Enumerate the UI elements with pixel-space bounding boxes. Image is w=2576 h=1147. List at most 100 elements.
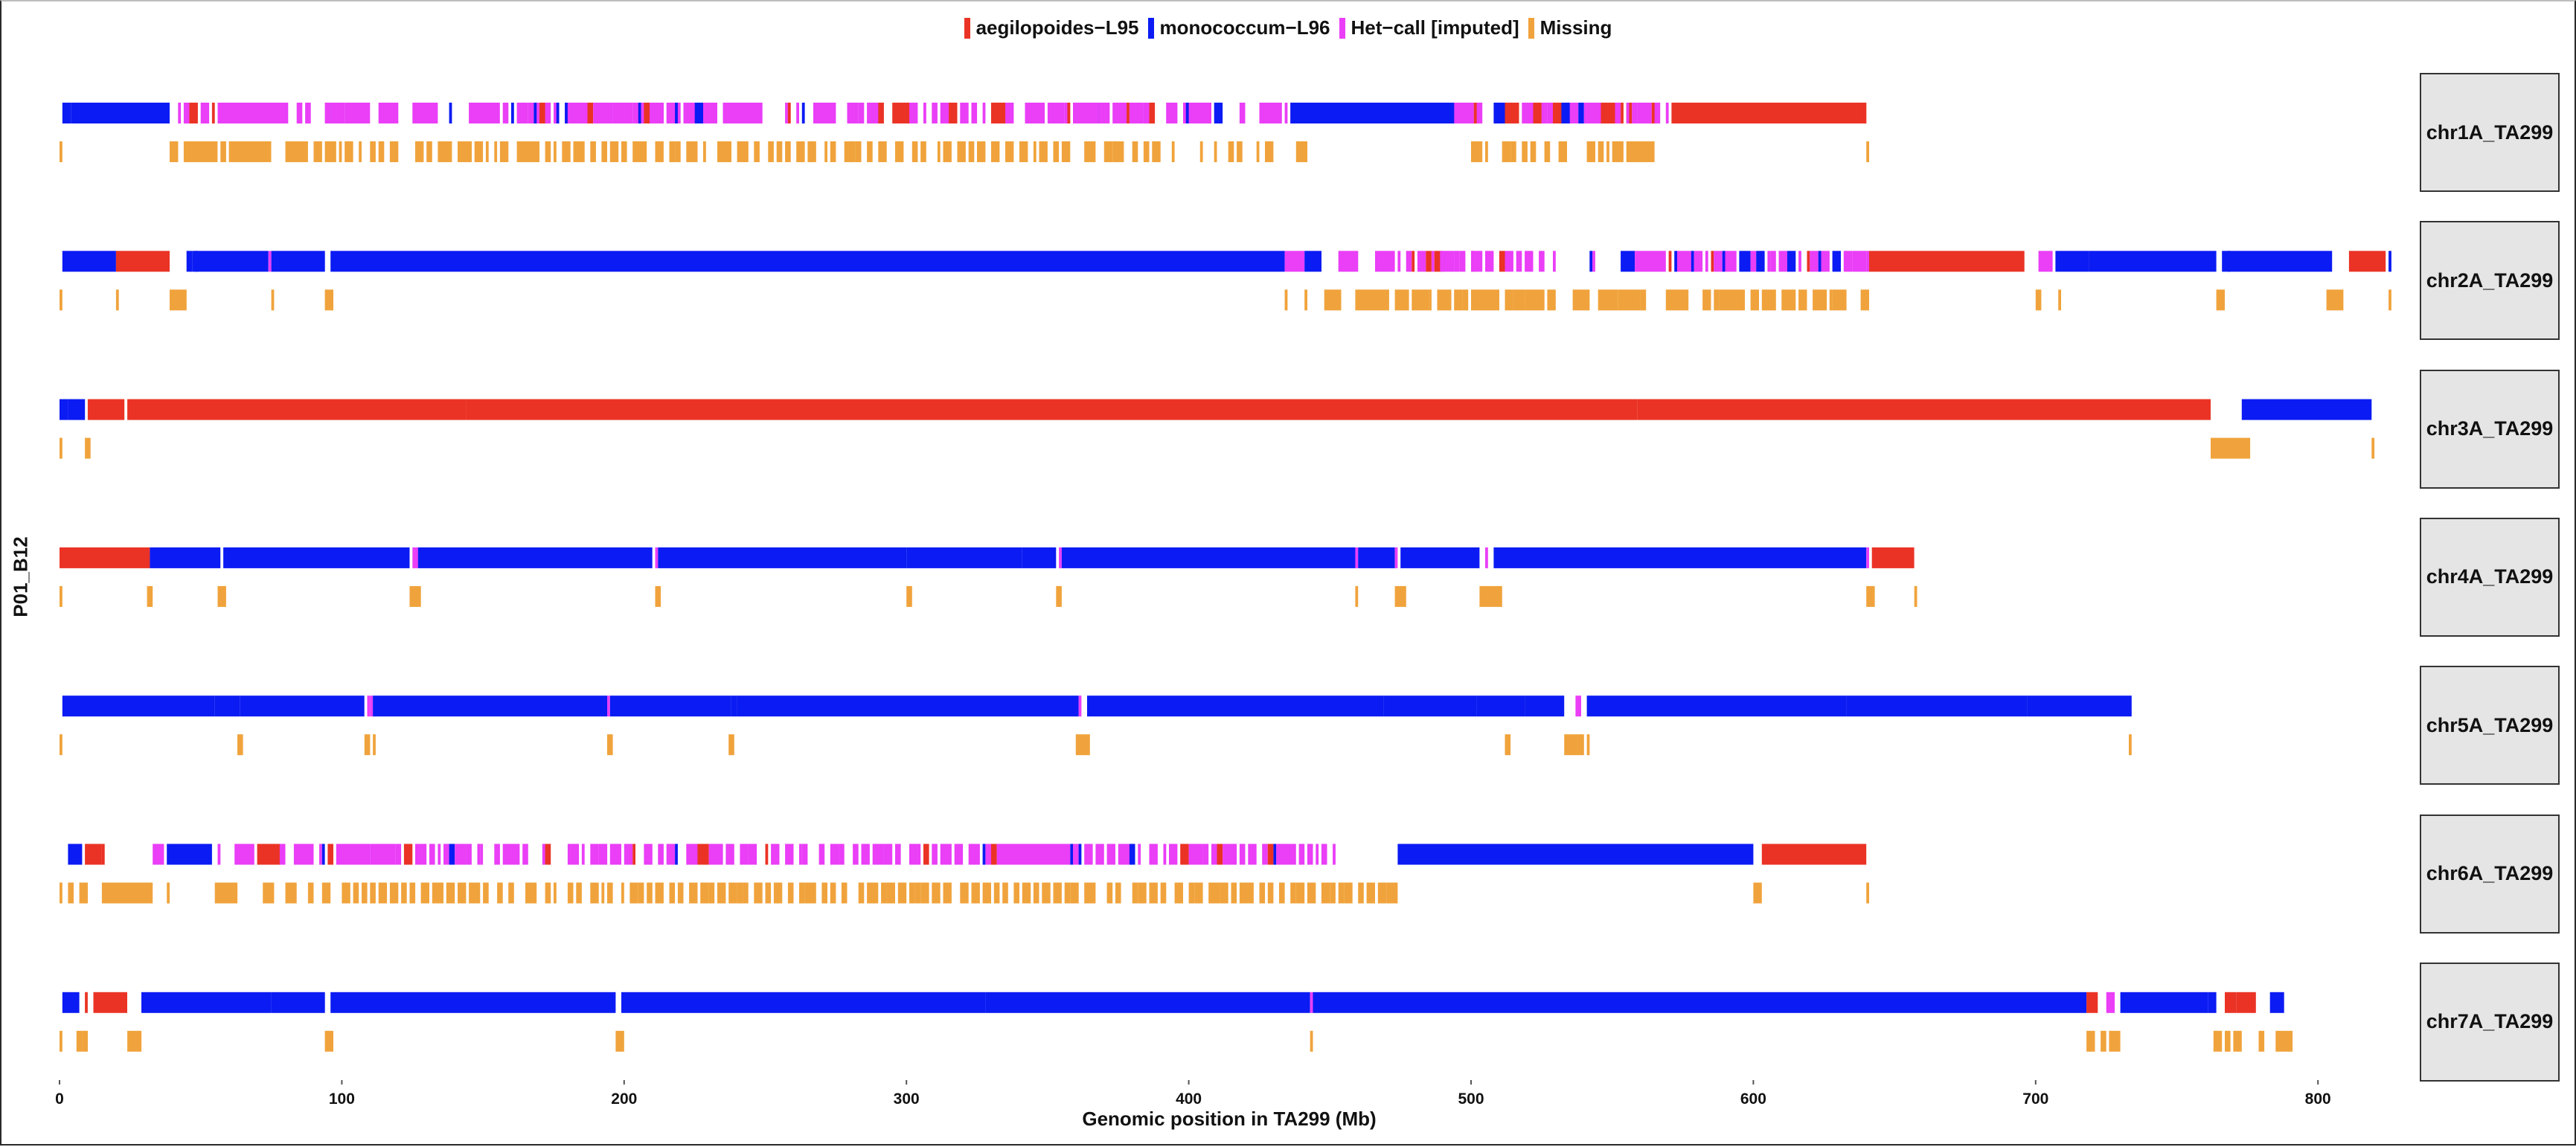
het-segment — [708, 844, 723, 865]
het-segment — [1087, 103, 1099, 123]
het-segment — [818, 844, 825, 865]
het-segment — [1019, 844, 1025, 865]
het-segment — [830, 844, 839, 865]
missing-segment — [79, 882, 88, 904]
aegilopoides-segment — [991, 844, 997, 865]
missing-segment — [237, 734, 243, 756]
het-segment — [330, 103, 345, 123]
missing-segment — [1033, 141, 1037, 162]
x-axis-label: Genomic position in TA299 (Mb) — [1082, 1108, 1377, 1130]
het-segment — [443, 844, 449, 865]
monococcum-segment — [906, 547, 1022, 568]
missing-segment — [1033, 882, 1039, 904]
aegilopoides-segment — [765, 844, 769, 865]
het-segment — [345, 103, 371, 123]
missing-segment — [799, 882, 805, 904]
missing-segment — [1544, 141, 1551, 162]
het-segment — [438, 844, 441, 865]
het-segment — [932, 103, 938, 123]
aegilopoides-segment — [2225, 992, 2237, 1013]
monococcum-segment — [62, 103, 71, 123]
aegilopoides-segment — [211, 103, 215, 123]
monococcum-segment — [1397, 844, 1754, 865]
missing-segment — [1194, 882, 1203, 904]
het-segment — [1355, 547, 1359, 568]
missing-segment — [1070, 882, 1079, 904]
het-segment — [1694, 251, 1703, 272]
monococcum-segment — [2227, 251, 2333, 272]
monococcum-segment — [556, 103, 560, 123]
het-segment — [612, 103, 633, 123]
aegilopoides-segment — [1067, 103, 1071, 123]
het-segment — [1129, 103, 1144, 123]
missing-segment — [115, 289, 119, 311]
x-tick-label: 500 — [1458, 1090, 1484, 1108]
missing-segment — [743, 882, 749, 904]
missing-segment — [1612, 141, 1624, 162]
monococcum-segment — [1022, 547, 1057, 568]
aegilopoides-segment — [1412, 251, 1415, 272]
missing-segment — [313, 141, 322, 162]
aegilopoides-segment — [878, 103, 884, 123]
monococcum-segment — [2208, 992, 2217, 1013]
het-segment — [1310, 992, 1313, 1013]
monococcum-segment — [186, 251, 193, 272]
missing-segment — [525, 882, 537, 904]
missing-segment — [378, 141, 385, 162]
missing-segment — [1719, 289, 1740, 311]
het-segment — [1073, 844, 1079, 865]
het-segment — [1516, 251, 1522, 272]
missing-segment — [370, 882, 376, 904]
missing-segment — [1053, 141, 1060, 162]
missing-segment — [932, 882, 941, 904]
missing-segment — [2211, 437, 2251, 459]
het-segment — [1143, 103, 1150, 123]
het-segment — [785, 103, 788, 123]
missing-segment — [1143, 141, 1150, 162]
het-segment — [319, 844, 322, 865]
missing-segment — [458, 882, 467, 904]
het-segment — [1406, 251, 1412, 272]
missing-segment — [867, 141, 873, 162]
het-segment — [867, 103, 882, 123]
het-segment — [525, 844, 528, 865]
missing-segment — [1237, 141, 1243, 162]
missing-segment — [1394, 289, 1409, 311]
missing-segment — [1457, 289, 1463, 311]
chromosome-strip-label: chr6A_TA299 — [2420, 814, 2560, 934]
monococcum-segment — [2055, 251, 2089, 272]
het-segment — [1279, 103, 1282, 123]
het-segment — [1223, 844, 1237, 865]
het-segment — [1569, 103, 1579, 123]
missing-segment — [1132, 882, 1138, 904]
het-segment — [609, 844, 621, 865]
monococcum-segment — [1129, 844, 1135, 865]
missing-segment — [677, 882, 684, 904]
missing-segment — [1103, 141, 1113, 162]
missing-segment — [669, 882, 676, 904]
het-segment — [968, 844, 980, 865]
aegilopoides-segment — [2348, 251, 2386, 272]
het-segment — [847, 103, 859, 123]
missing-segment — [773, 882, 783, 904]
missing-segment — [1510, 141, 1516, 162]
het-segment — [1654, 103, 1661, 123]
monococcum-segment — [1493, 103, 1505, 123]
missing-segment — [443, 141, 452, 162]
missing-segment — [1160, 882, 1167, 904]
missing-segment — [867, 882, 879, 904]
missing-segment — [1702, 289, 1711, 311]
het-segment — [785, 844, 794, 865]
het-segment — [723, 103, 763, 123]
missing-segment — [689, 882, 698, 904]
aegilopoides-segment — [644, 103, 650, 123]
missing-segment — [573, 141, 585, 162]
missing-segment — [2233, 1030, 2242, 1052]
legend-label: Missing — [1539, 16, 1612, 39]
missing-segment — [728, 882, 737, 904]
het-segment — [412, 103, 438, 123]
aegilopoides-segment — [257, 844, 280, 865]
aegilopoides-segment — [1621, 103, 1624, 123]
monococcum-segment — [1561, 103, 1570, 123]
